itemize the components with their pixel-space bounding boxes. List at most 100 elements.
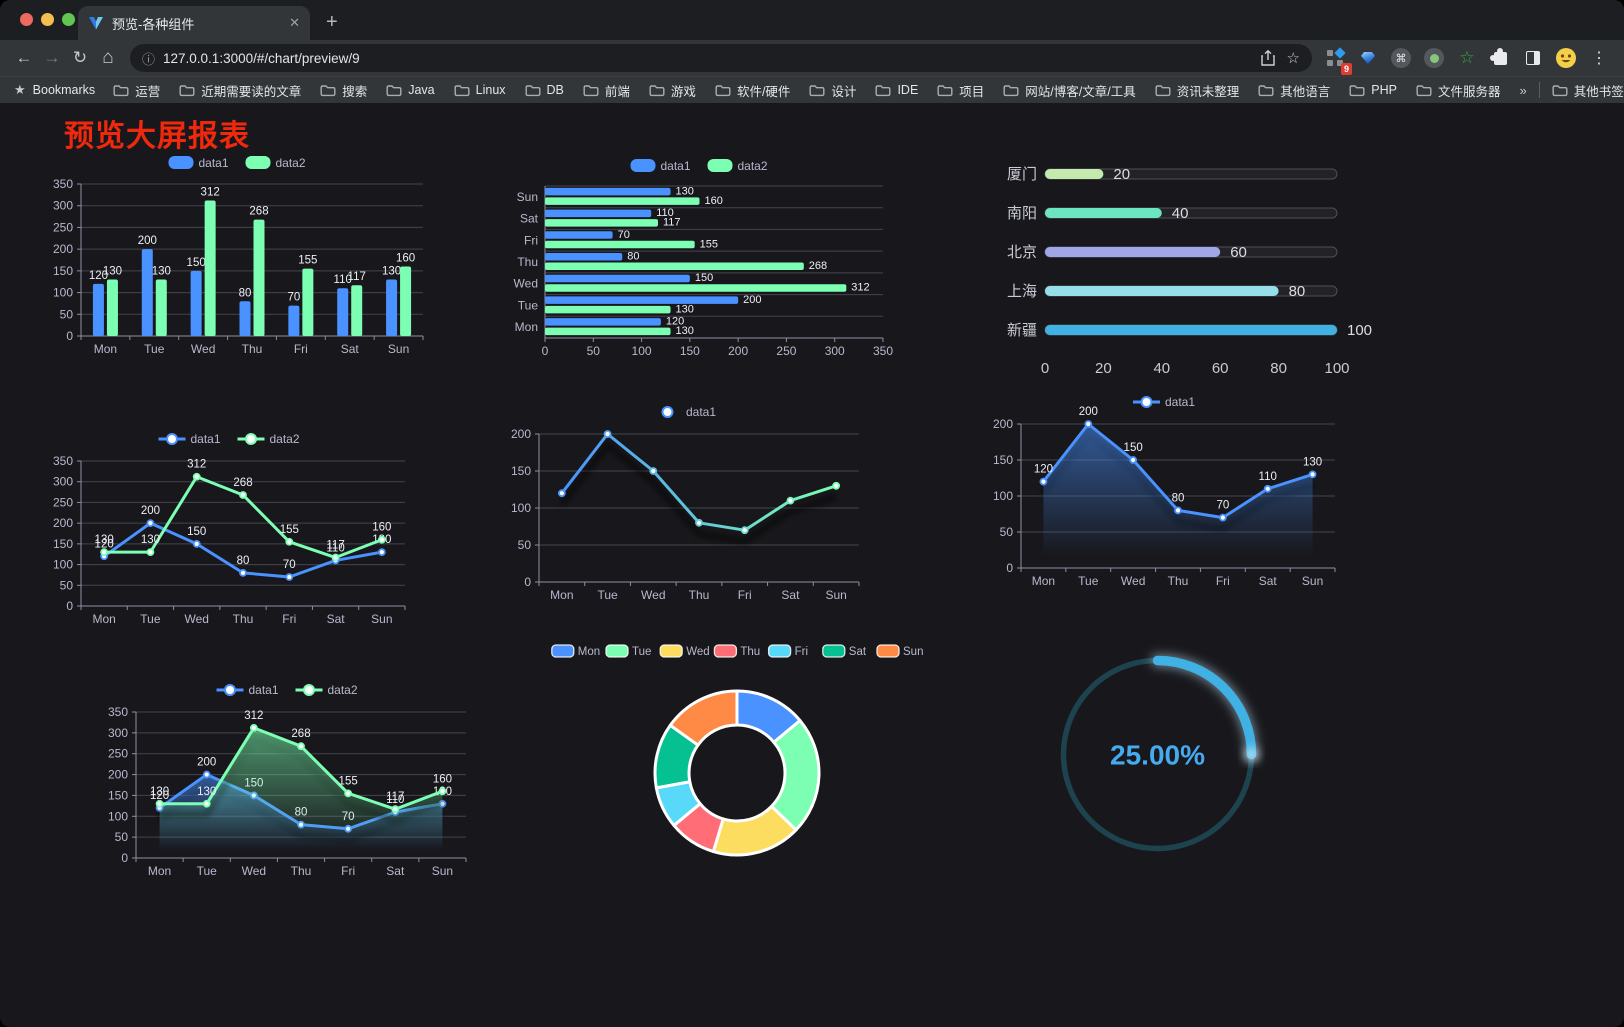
svg-text:200: 200 bbox=[728, 344, 748, 358]
extension-command-icon[interactable]: ⌘ bbox=[1390, 47, 1412, 69]
bookmark-folder-label: Linux bbox=[475, 83, 506, 97]
bookmark-folder[interactable]: 软件/硬件 bbox=[715, 81, 790, 100]
svg-text:250: 250 bbox=[53, 220, 73, 234]
back-icon[interactable]: ← bbox=[15, 48, 33, 67]
bookmark-folder-label: 资讯未整理 bbox=[1176, 84, 1240, 99]
svg-text:350: 350 bbox=[108, 705, 128, 719]
bookmark-folder[interactable]: IDE bbox=[875, 83, 918, 97]
bookmark-folder[interactable]: 其他语言 bbox=[1258, 81, 1330, 100]
site-info-icon[interactable]: ⓘ bbox=[142, 51, 156, 67]
svg-text:Sun: Sun bbox=[432, 864, 453, 878]
url-text[interactable]: 127.0.0.1:3000/#/chart/preview/9 bbox=[163, 50, 360, 66]
forward-icon[interactable]: → bbox=[43, 48, 61, 67]
svg-text:Sun: Sun bbox=[825, 588, 846, 602]
svg-text:0: 0 bbox=[66, 599, 73, 613]
bookmark-folder[interactable]: 设计 bbox=[809, 81, 856, 100]
svg-text:20: 20 bbox=[1095, 360, 1112, 377]
bookmark-folder[interactable]: 文件服务器 bbox=[1416, 81, 1500, 100]
chart-progress-bars: 厦门 20 南阳 40 北京 60 上海 80 新疆 100 0 20 40 60 80 100 bbox=[995, 150, 1393, 390]
bookmark-folder[interactable]: 网站/博客/文章/工具 bbox=[1003, 81, 1136, 100]
svg-text:Sat: Sat bbox=[327, 612, 346, 626]
extensions-puzzle-icon[interactable] bbox=[1489, 47, 1511, 69]
svg-text:100: 100 bbox=[53, 286, 73, 300]
svg-text:155: 155 bbox=[339, 775, 358, 787]
folder-icon bbox=[1552, 85, 1568, 97]
tab-close-icon[interactable]: ✕ bbox=[289, 15, 300, 30]
close-window-button[interactable] bbox=[20, 13, 33, 26]
bookmark-folder[interactable]: DB bbox=[525, 83, 564, 97]
profile-avatar[interactable] bbox=[1555, 47, 1577, 69]
svg-text:50: 50 bbox=[60, 578, 74, 592]
reading-list-icon[interactable] bbox=[1522, 47, 1544, 69]
address-bar[interactable]: ⓘ 127.0.0.1:3000/#/chart/preview/9 ☆ bbox=[130, 44, 1312, 72]
svg-text:Wed: Wed bbox=[191, 342, 215, 356]
svg-text:130: 130 bbox=[103, 266, 122, 278]
browser-menu-icon[interactable]: ⋮ bbox=[1591, 50, 1607, 67]
svg-text:Wed: Wed bbox=[242, 864, 266, 878]
bookmark-folder-label: 前端 bbox=[604, 84, 630, 99]
bookmark-folder[interactable]: 项目 bbox=[937, 81, 984, 100]
svg-text:268: 268 bbox=[233, 477, 252, 489]
svg-text:155: 155 bbox=[280, 524, 299, 536]
svg-text:50: 50 bbox=[1000, 525, 1014, 539]
bookmark-folder[interactable]: 游戏 bbox=[649, 81, 696, 100]
svg-text:80: 80 bbox=[627, 251, 639, 263]
svg-text:312: 312 bbox=[851, 282, 869, 294]
extension-star-icon[interactable]: ☆ bbox=[1459, 48, 1475, 67]
extension-gem-icon[interactable] bbox=[1357, 47, 1379, 69]
reload-icon[interactable]: ↻ bbox=[72, 48, 88, 67]
bookmarks-overflow-icon[interactable]: » bbox=[1519, 82, 1527, 98]
svg-text:117: 117 bbox=[348, 271, 366, 283]
folder-icon bbox=[715, 85, 731, 97]
folder-icon bbox=[1155, 85, 1171, 97]
folder-icon bbox=[649, 85, 665, 97]
svg-text:160: 160 bbox=[396, 253, 415, 265]
minimize-window-button[interactable] bbox=[41, 13, 54, 26]
svg-text:Thu: Thu bbox=[517, 255, 538, 269]
folder-icon bbox=[937, 85, 953, 97]
svg-text:120: 120 bbox=[666, 316, 684, 328]
svg-text:117: 117 bbox=[326, 540, 344, 552]
bookmark-folder[interactable]: 运营 bbox=[113, 81, 160, 100]
svg-text:40: 40 bbox=[1172, 205, 1189, 222]
svg-text:120: 120 bbox=[89, 270, 108, 282]
bookmark-folder[interactable]: 前端 bbox=[583, 81, 630, 100]
bookmarks-divider bbox=[1538, 82, 1540, 98]
svg-text:130: 130 bbox=[150, 786, 169, 798]
bookmark-folder[interactable]: 近期需要读的文章 bbox=[179, 81, 301, 100]
svg-text:Tue: Tue bbox=[140, 612, 161, 626]
bookmark-folder[interactable]: PHP bbox=[1349, 83, 1397, 97]
browser-tab[interactable]: 预览-各种组件 ✕ bbox=[78, 6, 310, 40]
home-icon[interactable]: ⌂ bbox=[102, 47, 114, 68]
bookmark-folder[interactable]: Linux bbox=[454, 83, 506, 97]
svg-text:data2: data2 bbox=[270, 432, 300, 446]
zoom-window-button[interactable] bbox=[62, 13, 75, 26]
bookmarks-label: Bookmarks bbox=[32, 83, 96, 97]
bookmark-folder[interactable]: Java bbox=[386, 83, 435, 97]
svg-text:Tue: Tue bbox=[518, 298, 539, 312]
folder-icon bbox=[583, 85, 599, 97]
svg-text:100: 100 bbox=[1324, 360, 1349, 377]
bookmark-star-icon[interactable]: ☆ bbox=[1286, 50, 1300, 67]
svg-text:150: 150 bbox=[511, 464, 531, 478]
svg-text:上海: 上海 bbox=[1007, 283, 1037, 300]
svg-text:160: 160 bbox=[705, 195, 723, 207]
svg-text:110: 110 bbox=[656, 207, 674, 219]
svg-text:300: 300 bbox=[108, 726, 128, 740]
svg-text:南阳: 南阳 bbox=[1007, 205, 1037, 222]
extension-record-icon[interactable] bbox=[1423, 47, 1445, 69]
svg-text:Mon: Mon bbox=[92, 612, 115, 626]
svg-text:60: 60 bbox=[1230, 244, 1247, 261]
new-tab-button[interactable]: + bbox=[326, 11, 338, 33]
bookmark-folder[interactable]: 搜索 bbox=[320, 81, 367, 100]
svg-text:100: 100 bbox=[632, 344, 652, 358]
bookmark-folder[interactable]: 资讯未整理 bbox=[1155, 81, 1240, 100]
svg-text:268: 268 bbox=[809, 260, 827, 272]
share-icon[interactable] bbox=[1260, 50, 1275, 66]
extension-grid-icon[interactable]: 9 bbox=[1324, 47, 1352, 75]
svg-text:Mon: Mon bbox=[94, 342, 117, 356]
bookmark-folder-label: 项目 bbox=[959, 84, 985, 99]
svg-text:data1: data1 bbox=[1165, 395, 1195, 409]
other-bookmarks-folder[interactable]: 其他书签 bbox=[1552, 81, 1624, 100]
svg-text:北京: 北京 bbox=[1007, 244, 1037, 261]
